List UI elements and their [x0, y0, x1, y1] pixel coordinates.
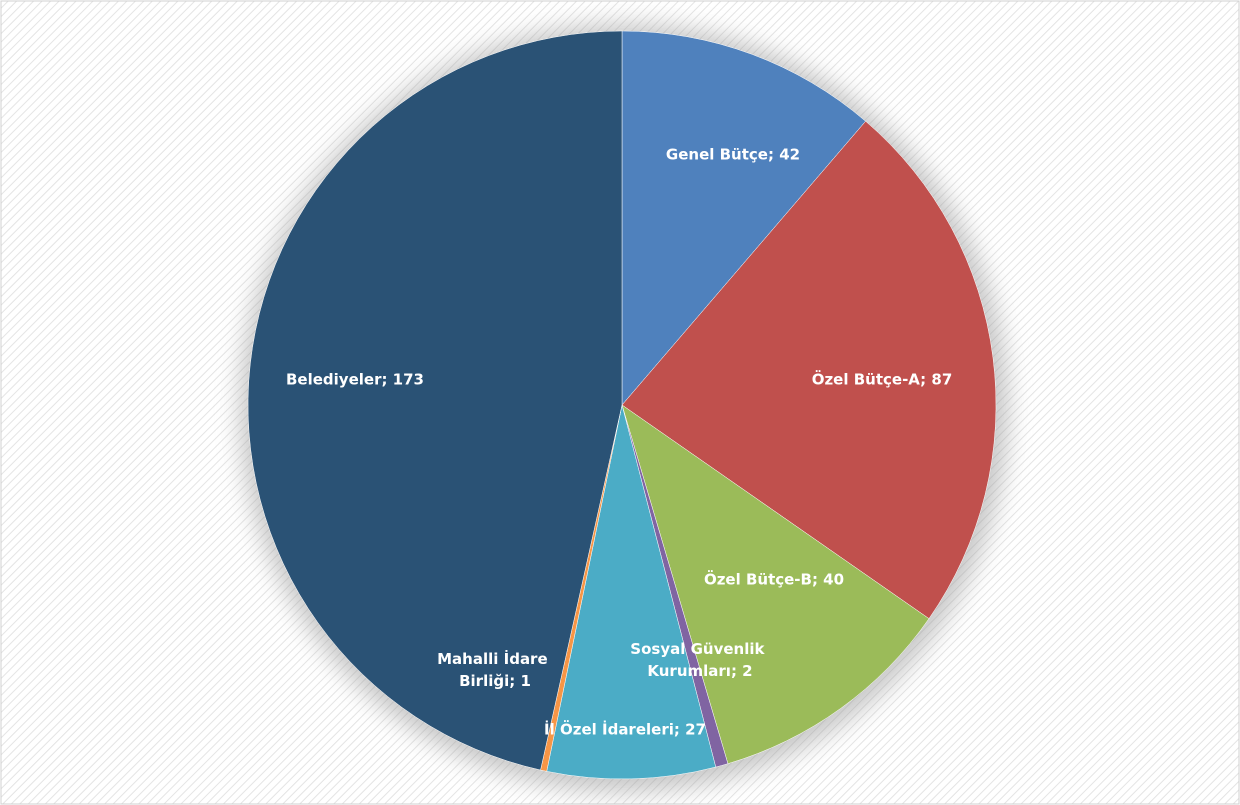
- pie-slice: [247, 30, 623, 771]
- data-label: Mahalli İdare Birliği; 1: [437, 649, 553, 690]
- pie-slice: [621, 30, 866, 406]
- data-label: Sosyal Güvenlik Kurumları; 2: [630, 640, 769, 680]
- data-label: Özel Bütçe-B; 40: [704, 570, 844, 589]
- data-label: İl Özel İdareleri; 27: [544, 720, 706, 739]
- data-label: Belediyeler; 173: [286, 371, 424, 389]
- data-label-line: Mahalli İdare: [437, 649, 553, 668]
- data-label: Genel Bütçe; 42: [666, 146, 800, 164]
- pie-slice: [621, 404, 930, 764]
- data-label-line: Birliği; 1: [459, 672, 531, 690]
- pie-slice: [621, 120, 997, 620]
- data-label-line: Kurumları; 2: [647, 662, 752, 680]
- pie-slice: [546, 404, 717, 780]
- data-label: Özel Bütçe-A; 87: [812, 370, 953, 389]
- data-label-line: Sosyal Güvenlik: [630, 640, 769, 658]
